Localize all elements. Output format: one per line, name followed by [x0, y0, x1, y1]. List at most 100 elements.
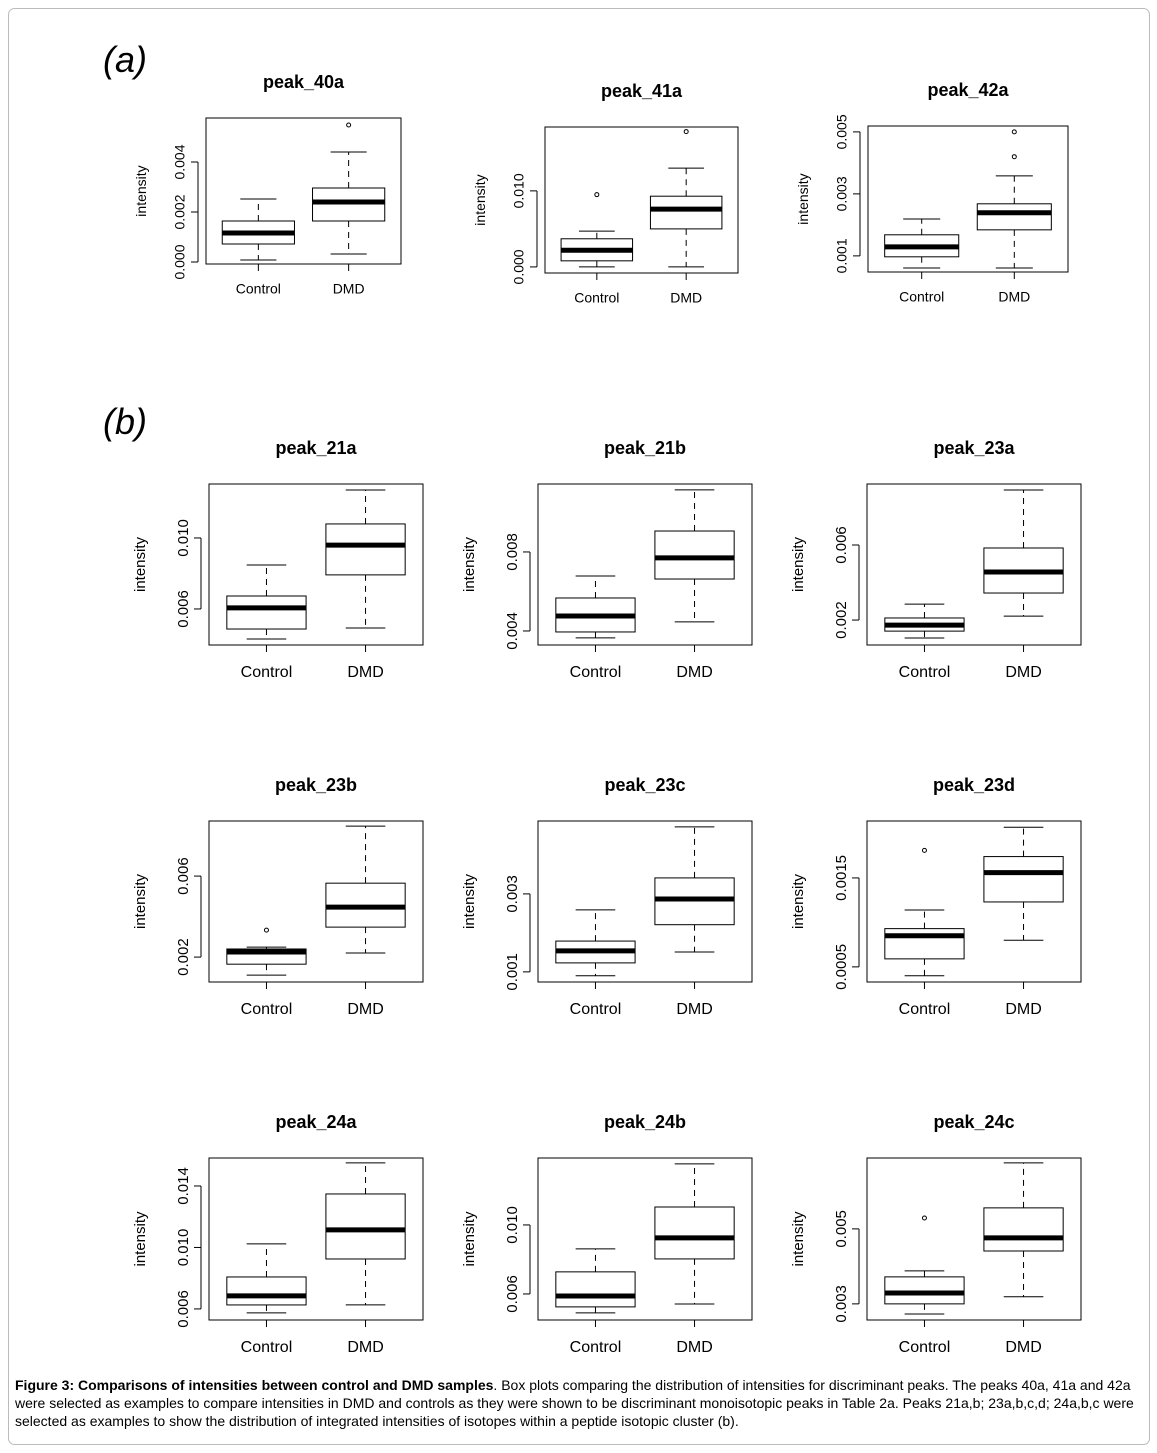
y-axis-label: intensity: [132, 873, 149, 929]
y-axis-label: intensity: [132, 1211, 149, 1267]
chart-title: peak_24b: [604, 1112, 686, 1132]
plot-frame: [537, 1157, 753, 1321]
x-tick-label: Control: [899, 664, 951, 681]
chart-title: peak_24c: [933, 1112, 1014, 1132]
x-tick-label: Control: [241, 1001, 293, 1018]
chart-title: peak_42a: [927, 80, 1009, 100]
box: [654, 1206, 735, 1260]
plot-frame: [537, 820, 753, 983]
y-tick-label: 0.010: [175, 1229, 192, 1267]
chart-title: peak_23a: [933, 438, 1015, 458]
caption: Figure 3: Comparisons of intensities bet…: [15, 1376, 1145, 1430]
y-tick-label: 0.000: [511, 249, 527, 284]
chart-title: peak_21a: [275, 438, 357, 458]
y-tick-label: 0.000: [172, 244, 188, 279]
frame: [8, 8, 1150, 1445]
y-tick-label: 0.006: [833, 526, 850, 564]
x-tick-label: DMD: [347, 664, 383, 681]
y-tick-label: 0.003: [833, 1285, 850, 1323]
box: [226, 1276, 307, 1306]
y-tick-label: 0.003: [834, 176, 850, 211]
x-tick-label: Control: [570, 1001, 622, 1018]
box: [555, 1271, 636, 1308]
x-tick-label: DMD: [670, 290, 702, 306]
plot-frame: [205, 117, 402, 265]
chart-title: peak_41a: [601, 81, 683, 101]
outlier: [346, 122, 352, 128]
caption-label: Figure 3: Comparisons of intensities bet…: [15, 1377, 494, 1393]
caption-text: . Box plots comparing the distribution o…: [15, 1377, 1134, 1429]
y-tick-label: 0.006: [175, 590, 192, 628]
chart-title: peak_23b: [275, 775, 357, 795]
box: [976, 203, 1052, 231]
y-axis-label: intensity: [790, 1211, 807, 1267]
x-tick-label: Control: [899, 1001, 951, 1018]
x-tick-label: Control: [899, 289, 944, 305]
y-axis-label: intensity: [790, 536, 807, 592]
y-tick-label: 0.004: [504, 612, 521, 650]
plot-frame: [208, 820, 424, 983]
y-tick-label: 0.002: [833, 601, 850, 639]
box: [325, 523, 406, 576]
outlier: [683, 129, 689, 135]
outlier: [921, 847, 927, 853]
x-tick-label: Control: [241, 1339, 293, 1356]
box: [649, 195, 723, 230]
x-tick-label: DMD: [676, 1339, 712, 1356]
y-tick-label: 0.014: [175, 1167, 192, 1205]
box: [884, 928, 965, 960]
y-tick-label: 0.006: [175, 1290, 192, 1328]
y-axis-label: intensity: [132, 536, 149, 592]
plot-frame: [866, 820, 1082, 983]
panel-label: (b): [103, 401, 147, 442]
outlier: [1011, 129, 1017, 135]
y-tick-label: 0.008: [504, 533, 521, 571]
y-tick-label: 0.0015: [833, 855, 850, 901]
box: [983, 1207, 1064, 1252]
y-axis-label: intensity: [461, 536, 478, 592]
x-tick-label: DMD: [347, 1001, 383, 1018]
chart-title: peak_21b: [604, 438, 686, 458]
box: [884, 1276, 965, 1305]
x-tick-label: DMD: [1005, 1001, 1041, 1018]
y-tick-label: 0.006: [175, 857, 192, 895]
box: [226, 595, 307, 630]
plot-frame: [208, 483, 424, 646]
plot-frame: [866, 1157, 1082, 1321]
y-tick-label: 0.005: [833, 1210, 850, 1248]
plot-frame: [544, 126, 739, 274]
x-tick-label: DMD: [1005, 664, 1041, 681]
y-axis-label: intensity: [461, 1211, 478, 1267]
x-tick-label: Control: [241, 664, 293, 681]
y-tick-label: 0.001: [504, 953, 521, 991]
x-tick-label: Control: [570, 664, 622, 681]
y-axis-label: intensity: [790, 873, 807, 929]
box: [325, 1193, 406, 1260]
plot-frame: [537, 483, 753, 646]
x-tick-label: Control: [899, 1339, 951, 1356]
outlier: [921, 1215, 927, 1221]
x-tick-label: DMD: [676, 664, 712, 681]
y-tick-label: 0.001: [834, 238, 850, 273]
outlier: [263, 927, 269, 933]
y-tick-label: 0.010: [511, 173, 527, 208]
outlier: [1011, 154, 1017, 160]
y-axis-label: intensity: [133, 165, 149, 216]
x-tick-label: DMD: [676, 1001, 712, 1018]
chart-title: peak_23c: [604, 775, 685, 795]
y-tick-label: 0.010: [175, 519, 192, 557]
y-axis-label: intensity: [472, 174, 488, 225]
box: [983, 856, 1064, 903]
y-tick-label: 0.010: [504, 1206, 521, 1244]
y-axis-label: intensity: [461, 873, 478, 929]
x-tick-label: Control: [236, 281, 281, 297]
x-tick-label: DMD: [1005, 1339, 1041, 1356]
y-tick-label: 0.002: [172, 194, 188, 229]
panel-label: (a): [103, 39, 147, 80]
box: [654, 530, 735, 580]
x-tick-label: DMD: [333, 281, 365, 297]
y-tick-label: 0.004: [172, 144, 188, 179]
x-tick-label: Control: [570, 1339, 622, 1356]
